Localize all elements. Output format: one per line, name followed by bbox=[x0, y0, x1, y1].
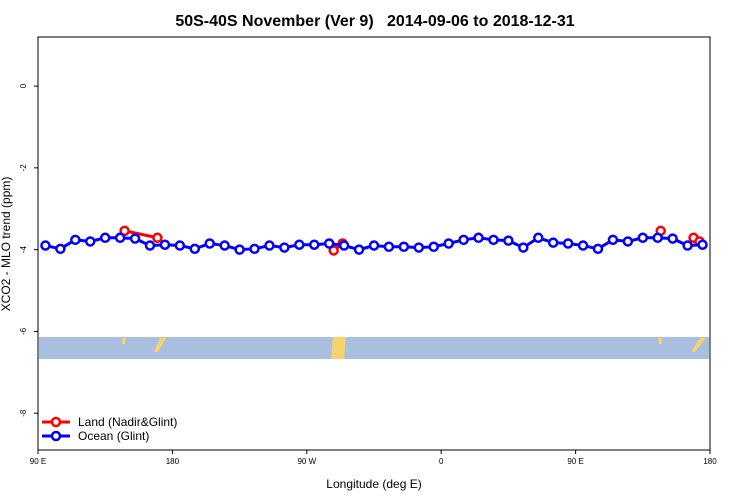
legend-label: Land (Nadir&Glint) bbox=[78, 415, 177, 429]
point bbox=[488, 234, 499, 246]
point bbox=[40, 240, 51, 251]
point bbox=[174, 240, 186, 251]
point bbox=[85, 236, 96, 247]
point bbox=[577, 240, 589, 251]
x-axis-label: Longitude (deg E) bbox=[326, 477, 421, 491]
point bbox=[562, 238, 574, 249]
y-axis-label: XCO2 - MLO trend (ppm) bbox=[0, 177, 13, 312]
point bbox=[652, 232, 663, 244]
point bbox=[428, 241, 439, 253]
legend-marker bbox=[50, 430, 62, 442]
y-tick-label: -4 bbox=[19, 246, 28, 254]
point bbox=[152, 232, 163, 244]
plot-frame bbox=[37, 36, 711, 451]
point bbox=[99, 232, 111, 244]
point bbox=[458, 234, 469, 246]
point bbox=[70, 234, 81, 246]
point bbox=[119, 225, 130, 237]
point bbox=[129, 233, 141, 244]
point bbox=[533, 232, 544, 244]
point bbox=[323, 238, 335, 249]
point bbox=[503, 235, 514, 246]
x-tick-label: 180 bbox=[166, 457, 180, 466]
y-tick-label: 0 bbox=[19, 83, 28, 88]
point bbox=[204, 238, 215, 249]
point bbox=[682, 240, 693, 251]
legend-label: Ocean (Glint) bbox=[78, 429, 149, 443]
point bbox=[368, 240, 380, 251]
point bbox=[55, 243, 66, 255]
point bbox=[547, 237, 559, 248]
map-band bbox=[39, 337, 709, 359]
point bbox=[518, 242, 529, 253]
point bbox=[592, 243, 604, 255]
point bbox=[398, 241, 410, 253]
ocean-band bbox=[39, 337, 709, 359]
chart-title: 50S-40S November (Ver 9) 2014-09-06 to 2… bbox=[175, 13, 574, 30]
land-patch bbox=[122, 338, 126, 344]
point bbox=[607, 234, 619, 246]
point bbox=[338, 240, 350, 251]
point bbox=[219, 240, 230, 251]
point bbox=[637, 232, 649, 244]
point bbox=[309, 239, 320, 250]
x-tick-label: 90 E bbox=[30, 457, 46, 466]
point bbox=[264, 240, 275, 251]
point bbox=[234, 244, 245, 255]
x-tick-label: 90 E bbox=[567, 457, 583, 466]
x-tick-label: 0 bbox=[439, 457, 444, 466]
y-tick-label: -8 bbox=[19, 409, 28, 417]
point bbox=[667, 233, 678, 244]
x-tick-label: 90 W bbox=[297, 457, 316, 466]
y-tick-label: -6 bbox=[19, 327, 28, 335]
point bbox=[473, 232, 484, 244]
point bbox=[328, 245, 339, 256]
point bbox=[279, 242, 290, 253]
land-patch bbox=[658, 338, 662, 344]
y-tick-label: -2 bbox=[19, 164, 28, 172]
point bbox=[114, 232, 126, 244]
point bbox=[159, 239, 171, 250]
point bbox=[383, 241, 395, 253]
point bbox=[622, 236, 634, 247]
point bbox=[189, 243, 201, 255]
legend-marker bbox=[50, 416, 62, 428]
series-line bbox=[124, 229, 158, 240]
land-patch bbox=[331, 337, 346, 359]
point bbox=[353, 244, 365, 255]
point bbox=[413, 242, 425, 253]
point bbox=[144, 240, 156, 251]
legend-box bbox=[40, 412, 186, 448]
land-patch bbox=[691, 338, 706, 352]
point bbox=[697, 239, 708, 250]
point bbox=[294, 239, 305, 250]
x-tick-label: 180 bbox=[703, 457, 717, 466]
point bbox=[249, 243, 260, 255]
land-patch bbox=[154, 338, 166, 352]
point bbox=[443, 238, 454, 249]
